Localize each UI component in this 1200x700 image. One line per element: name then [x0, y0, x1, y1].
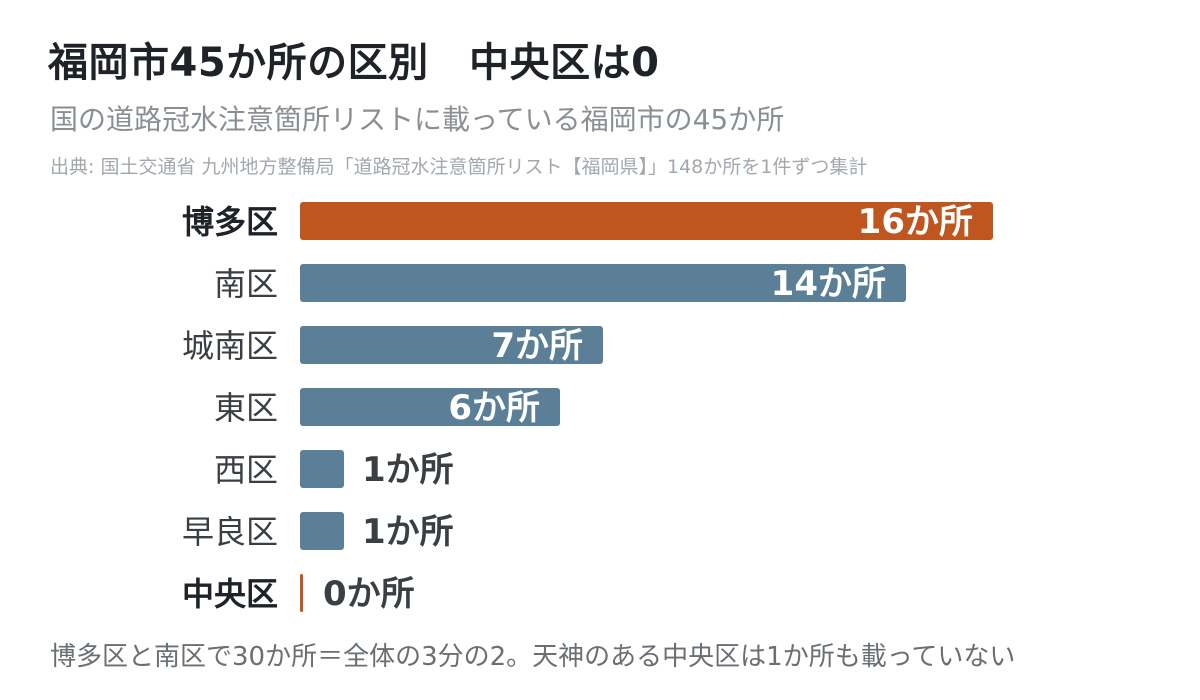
bar-chart: 博多区 16か所 南区 14か所 城南区 7か所 東区 6か所 西区 1か所 早良区 1か所 中央区 0か… — [0, 190, 1200, 625]
value-label: 7か所 — [491, 326, 583, 366]
chart-subtitle: 国の道路冠水注意箇所リストに載っている福岡市の45か所 — [50, 103, 785, 136]
category-label: 中央区 — [181, 575, 278, 613]
value-label: 1か所 — [362, 450, 454, 490]
bar — [300, 202, 993, 240]
bar-row: 中央区 0か所 — [0, 574, 1200, 614]
bar — [300, 264, 906, 302]
bar — [300, 326, 603, 364]
bar — [300, 574, 303, 612]
chart-title: 福岡市45か所の区別 中央区は0 — [48, 40, 660, 86]
bar-row: 西区 1か所 — [0, 450, 1200, 490]
category-label: 西区 — [213, 451, 278, 489]
bar — [300, 450, 344, 488]
bar-row: 東区 6か所 — [0, 388, 1200, 428]
bar — [300, 388, 560, 426]
bar-row: 南区 14か所 — [0, 264, 1200, 304]
category-label: 早良区 — [181, 513, 278, 551]
chart-annotation: 博多区と南区で30か所＝全体の3分の2。天神のある中央区は1か所も載っていない — [50, 642, 1016, 672]
category-label: 東区 — [213, 389, 278, 427]
bar-row: 城南区 7か所 — [0, 326, 1200, 366]
value-label: 1か所 — [362, 512, 454, 552]
bar-row: 博多区 16か所 — [0, 202, 1200, 242]
category-label: 南区 — [213, 265, 278, 303]
value-label: 6か所 — [448, 388, 540, 428]
value-label: 14か所 — [770, 264, 886, 304]
category-label: 博多区 — [181, 203, 278, 241]
bar-row: 早良区 1か所 — [0, 512, 1200, 552]
bar — [300, 512, 344, 550]
value-label: 0か所 — [323, 574, 415, 614]
value-label: 16か所 — [857, 202, 973, 242]
chart-source: 出典: 国土交通省 九州地方整備局「道路冠水注意箇所リスト【福岡県】」148か所… — [50, 156, 868, 178]
category-label: 城南区 — [181, 327, 278, 365]
